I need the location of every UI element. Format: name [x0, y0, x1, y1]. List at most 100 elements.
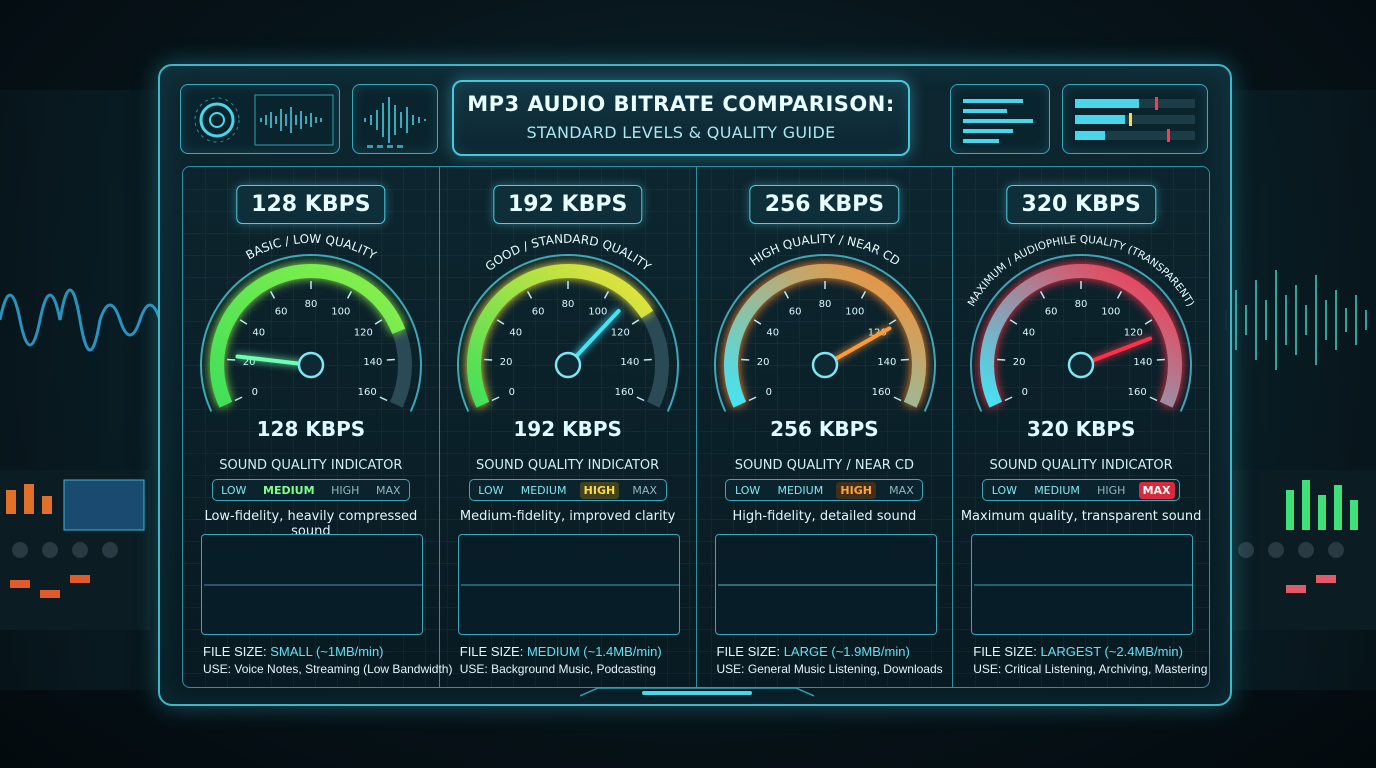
background-mixer-right [1226, 470, 1376, 630]
header-bars-widget [950, 84, 1050, 154]
level-medium: MEDIUM [520, 483, 567, 497]
file-size-value: LARGEST (~2.4MB/min) [1040, 644, 1183, 659]
gauge-outer-ring [713, 254, 936, 412]
gauge-tick [893, 396, 901, 402]
gauge-tick-label: 0 [1022, 387, 1028, 398]
gauge-tick [1010, 319, 1018, 325]
gauge-tick [740, 358, 749, 361]
use-case: USE: General Music Listening, Downloads [717, 662, 943, 676]
quality-level-indicator: LOW MEDIUM HIGH MAX [468, 479, 667, 501]
use-value: Voice Notes, Streaming (Low Bandwidth) [234, 662, 453, 676]
file-size-value: SMALL (~1MB/min) [270, 644, 384, 659]
gauge-tick [643, 358, 652, 361]
use-prefix: USE: [716, 662, 745, 676]
bitrate-badge: 128 KBPS [236, 185, 386, 224]
gauge-tick-label: 40 [252, 328, 265, 339]
level-max: MAX [632, 483, 657, 497]
level-high: HIGH [1097, 483, 1126, 497]
quality-description: Maximum quality, transparent sound [960, 509, 1202, 524]
gauge-tick [386, 358, 395, 361]
sound-quality-label: SOUND QUALITY / NEAR CD [734, 458, 914, 473]
gauge-tick-label: 80 [818, 299, 831, 310]
level-high: HIGH [836, 481, 876, 499]
bitrate-badge: 256 KBPS [749, 185, 900, 224]
gauge-tick [1117, 290, 1123, 299]
gauge-tick [269, 290, 276, 299]
waveform-icon [364, 97, 426, 148]
gauge-tick-label: 80 [1075, 299, 1088, 310]
quality-level-indicator: LOW MEDIUM HIGH MAX [211, 479, 410, 501]
waveform-preview [201, 534, 423, 635]
gauge-fill [466, 264, 653, 408]
use-prefix: USE: [203, 662, 232, 676]
use-value: General Music Listening, Downloads [747, 662, 943, 676]
level-medium: MEDIUM [777, 483, 824, 497]
gauge-value: 128 KBPS [256, 417, 366, 441]
use-value: Critical Listening, Archiving, Mastering [1004, 662, 1208, 676]
level-max: MAX [889, 483, 914, 497]
quality-level-indicator: LOW MEDIUM HIGH MAX [725, 479, 924, 501]
gauge-fill [210, 264, 406, 408]
bitrate-column: 320 KBPS 0 20 40 60 80 100 120 140 160 MAXIMUM / … [953, 167, 1209, 687]
gauge-tick [1149, 396, 1158, 402]
gauge-value: 192 KBPS [513, 417, 622, 441]
sound-quality-label: SOUND QUALITY INDICATOR [219, 458, 403, 473]
gauge-tick-label: 0 [765, 387, 771, 398]
gauge-arc-label: HIGH QUALITY / NEAR CD [747, 232, 902, 269]
gauge-tick [636, 396, 645, 402]
gauge-tick-label: 120 [610, 328, 629, 339]
file-size: FILE SIZE: MEDIUM (~1.4MB/min) [460, 644, 662, 659]
level-max: MAX [376, 483, 401, 497]
bottom-accent-bar [580, 687, 814, 697]
gauge-tick [346, 290, 353, 299]
gauge-tick-label: 140 [1134, 357, 1153, 368]
use-case: USE: Background Music, Podcasting [460, 662, 656, 676]
header-waveform-widget [352, 84, 438, 154]
bitrate-badge: 192 KBPS [492, 185, 643, 224]
gauge-tick-label: 80 [561, 299, 574, 310]
gauge-tick [1157, 358, 1166, 361]
gauge-tick [483, 358, 492, 361]
gauge-tick-label: 20 [1013, 357, 1026, 368]
gauge-tick-label: 20 [243, 357, 256, 368]
gauge-tick [374, 319, 383, 325]
waveform-graphic [460, 543, 679, 627]
gauge-tick [526, 290, 532, 299]
gauge-tick-label: 140 [363, 357, 382, 368]
file-size-prefix: FILE SIZE: [459, 644, 524, 659]
gauge-tick-label: 60 [1045, 307, 1058, 318]
gauge-tick [491, 396, 500, 402]
header-left-widget [180, 84, 340, 154]
sound-quality-label: SOUND QUALITY INDICATOR [989, 458, 1173, 473]
gauge-value: 320 KBPS [1026, 417, 1136, 441]
level-low: LOW [734, 483, 761, 497]
gauge-tick-label: 100 [1102, 307, 1121, 318]
use-case: USE: Voice Notes, Streaming (Low Bandwid… [203, 662, 452, 676]
use-value: Background Music, Podcasting [491, 662, 656, 676]
dial-icon [194, 94, 334, 146]
gauge-tick-label: 40 [766, 328, 779, 339]
gauge-tick-label: 0 [252, 387, 258, 398]
waveform-preview [714, 534, 937, 635]
bitrate-gauge: 0 20 40 60 80 100 120 140 160 BASIC / LOW QUALITY [200, 232, 422, 412]
gauge-tick [227, 358, 236, 361]
level-low: LOW [221, 483, 247, 497]
gauge-hub [297, 351, 325, 379]
page-subtitle: STANDARD LEVELS & QUALITY GUIDE [526, 123, 836, 142]
level-high: HIGH [579, 481, 620, 499]
gauge-tick-label: 40 [509, 328, 522, 339]
quality-level-indicator: LOW MEDIUM HIGH MAX [982, 479, 1181, 501]
gauge-tick [603, 290, 609, 299]
gauge-tick [631, 319, 639, 325]
gauge-tick-label: 140 [877, 357, 896, 368]
gauge-arc-label-text: BASIC / LOW QUALITY [243, 232, 379, 263]
file-size-prefix: FILE SIZE: [973, 644, 1037, 659]
file-size-value: LARGE (~1.9MB/min) [783, 644, 910, 659]
sound-quality-label: SOUND QUALITY INDICATOR [476, 458, 660, 473]
page-title: MP3 AUDIO BITRATE COMPARISON: [467, 92, 895, 116]
use-prefix: USE: [459, 662, 488, 676]
gauge-tick-label: 100 [845, 307, 864, 318]
gauge-tick [753, 319, 761, 325]
quality-description: High-fidelity, detailed sound [732, 509, 917, 524]
